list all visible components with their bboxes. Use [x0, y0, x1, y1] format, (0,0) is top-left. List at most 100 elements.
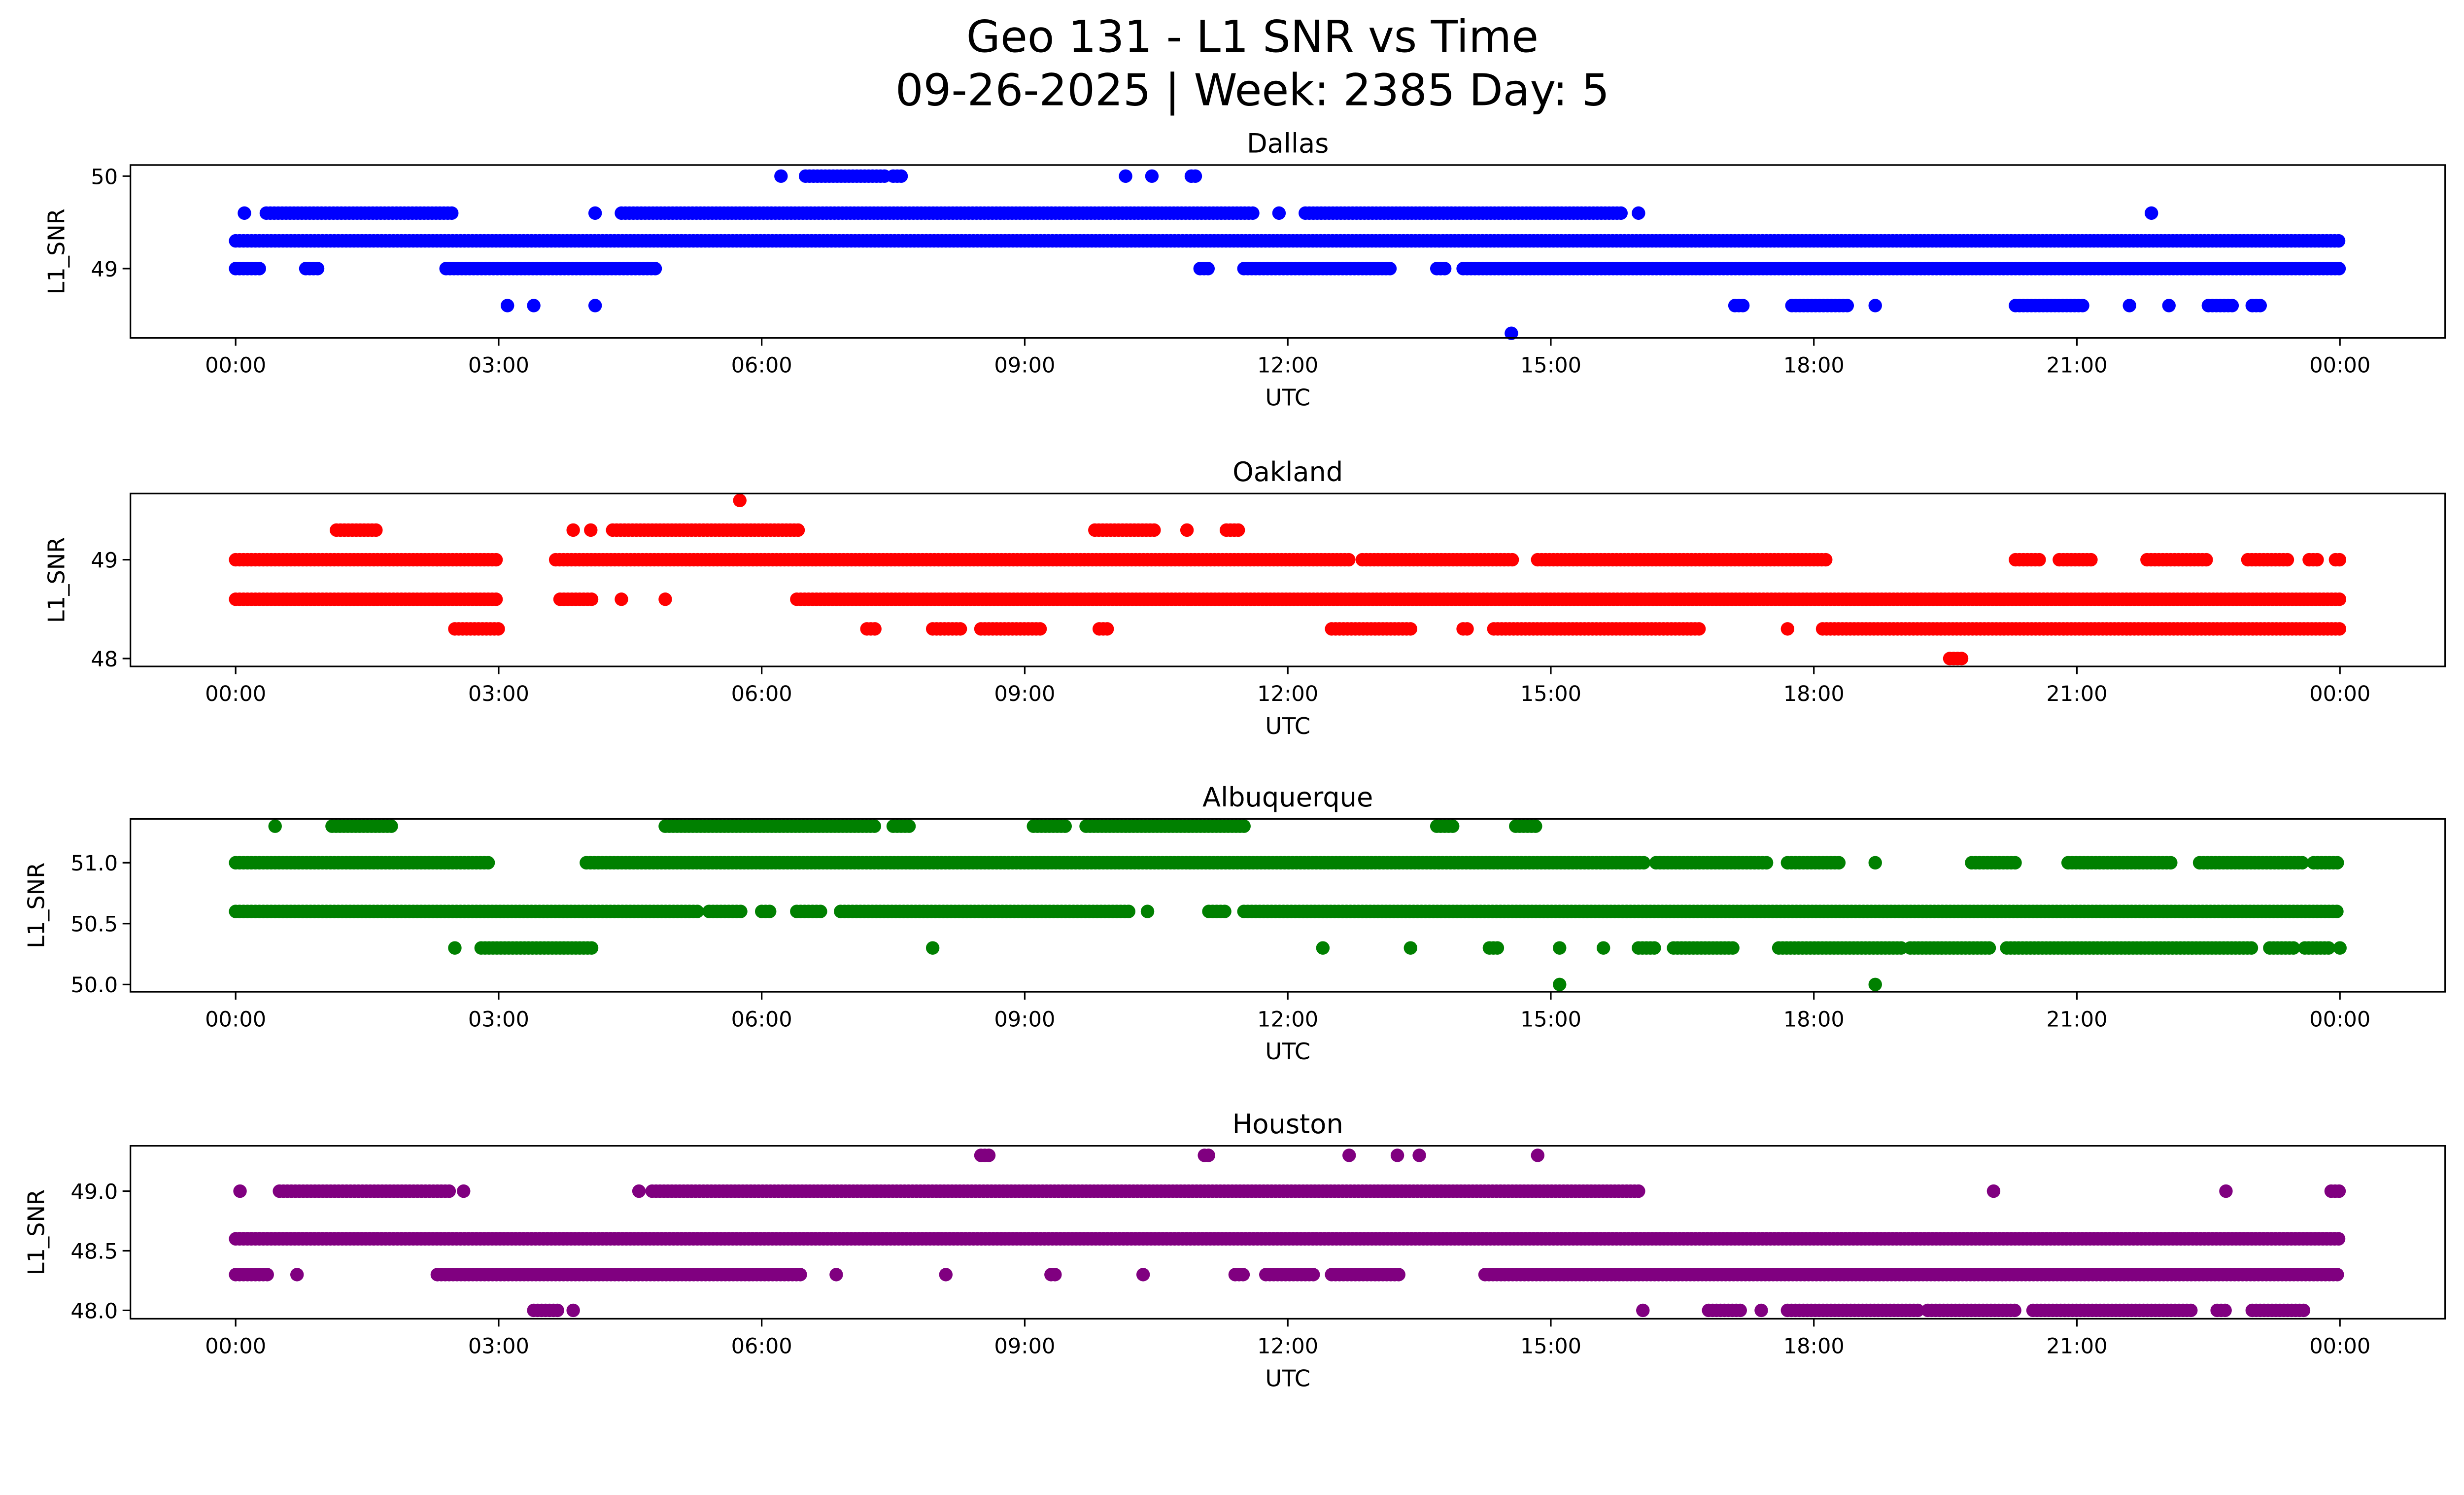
- data-point: [1529, 819, 1542, 833]
- data-point: [2244, 941, 2259, 955]
- x-tick-label: 03:00: [468, 682, 529, 706]
- data-point: [1692, 622, 1706, 636]
- data-point: [1136, 1268, 1150, 1282]
- data-point: [1237, 819, 1251, 833]
- data-point: [369, 523, 383, 537]
- data-point: [2333, 941, 2347, 955]
- x-tick-label: 18:00: [1783, 1007, 1845, 1032]
- data-point: [1840, 299, 1854, 313]
- data-point: [1868, 977, 1882, 991]
- data-point: [1145, 169, 1159, 183]
- x-tick-label: 18:00: [1783, 682, 1845, 706]
- data-point: [658, 592, 672, 606]
- y-tick-label: 50: [91, 165, 118, 189]
- data-point: [1868, 856, 1882, 869]
- data-point: [1832, 856, 1846, 869]
- data-point: [1982, 941, 1996, 955]
- x-tick-label: 15:00: [1520, 1007, 1581, 1032]
- data-point: [2332, 592, 2347, 606]
- data-point: [1180, 523, 1194, 537]
- x-tick-label: 21:00: [2046, 682, 2107, 706]
- data-points: [229, 819, 2347, 991]
- data-points: [229, 493, 2347, 665]
- x-tick-label: 09:00: [994, 353, 1055, 378]
- figure-title-line1: Geo 131 - L1 SNR vs Time: [966, 11, 1539, 63]
- y-axis-label: L1_SNR: [23, 863, 49, 948]
- data-point: [1505, 326, 1518, 340]
- data-point: [310, 262, 325, 276]
- subplot-title: Albuquerque: [1202, 782, 1373, 813]
- data-point: [902, 819, 916, 833]
- data-point: [1632, 206, 1645, 220]
- data-point: [1505, 553, 1519, 567]
- data-point: [2332, 1184, 2346, 1198]
- data-point: [489, 553, 503, 567]
- data-point: [268, 819, 282, 833]
- y-tick-label: 51.0: [70, 851, 118, 876]
- data-points: [229, 1148, 2346, 1318]
- data-point: [2164, 856, 2178, 869]
- data-point: [2280, 553, 2294, 567]
- data-point: [982, 1148, 996, 1162]
- data-point: [2331, 234, 2346, 248]
- data-point: [1437, 262, 1452, 276]
- data-point: [2330, 856, 2344, 869]
- data-point: [2008, 856, 2022, 869]
- data-point: [2310, 553, 2324, 567]
- data-point: [1553, 977, 1567, 991]
- data-point: [584, 523, 598, 537]
- data-point: [1403, 622, 1417, 636]
- x-tick-label: 00:00: [205, 353, 266, 378]
- x-tick-label: 00:00: [2309, 353, 2370, 378]
- data-point: [1596, 941, 1610, 955]
- data-point: [690, 904, 704, 918]
- data-point: [489, 592, 503, 606]
- data-point: [829, 1268, 843, 1282]
- data-point: [2322, 941, 2335, 955]
- data-point: [2287, 941, 2300, 955]
- x-tick-label: 06:00: [731, 353, 792, 378]
- data-point: [445, 206, 459, 220]
- data-point: [791, 523, 805, 537]
- x-tick-label: 00:00: [2309, 1007, 2370, 1032]
- data-point: [2330, 904, 2344, 918]
- x-tick-label: 12:00: [1257, 353, 1318, 378]
- subplot-title: Dallas: [1247, 128, 1329, 159]
- data-point: [1954, 652, 1969, 665]
- data-point: [762, 904, 777, 918]
- x-axis-label: UTC: [1265, 1038, 1310, 1065]
- data-point: [2332, 553, 2347, 567]
- data-point: [1342, 1148, 1356, 1162]
- data-point: [1986, 1184, 2001, 1198]
- data-point: [1188, 169, 1202, 183]
- data-point: [491, 622, 505, 636]
- x-tick-label: 00:00: [2309, 682, 2370, 706]
- data-point: [1272, 206, 1286, 220]
- data-point: [2331, 1232, 2346, 1246]
- data-point: [1140, 904, 1155, 918]
- data-point: [793, 1268, 807, 1282]
- data-point: [894, 169, 908, 183]
- snr-figure: Geo 131 - L1 SNR vs Time 09-26-2025 | We…: [23, 11, 2446, 1392]
- data-point: [566, 523, 580, 537]
- data-point: [481, 856, 495, 869]
- data-point: [1531, 1148, 1544, 1162]
- x-tick-label: 03:00: [468, 353, 529, 378]
- y-tick-label: 49: [91, 549, 118, 573]
- y-tick-label: 48: [91, 647, 118, 672]
- data-point: [1390, 1148, 1404, 1162]
- y-axis-label: L1_SNR: [43, 537, 70, 623]
- data-point: [1342, 553, 1356, 567]
- data-point: [1868, 299, 1882, 313]
- data-point: [252, 262, 266, 276]
- data-point: [2225, 299, 2239, 313]
- data-point: [925, 941, 940, 955]
- data-point: [1306, 1268, 1320, 1282]
- y-tick-label: 49: [91, 257, 118, 282]
- data-point: [2199, 553, 2213, 567]
- data-point: [1819, 553, 1833, 567]
- data-point: [1201, 262, 1215, 276]
- data-point: [1119, 169, 1132, 183]
